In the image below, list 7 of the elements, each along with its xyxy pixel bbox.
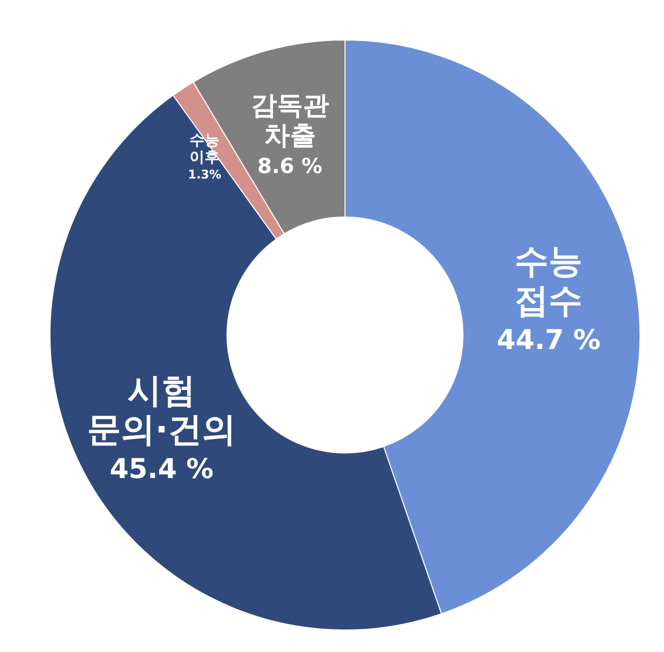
data-label: 44.7 % bbox=[496, 324, 601, 356]
data-label: 1.3% bbox=[188, 168, 222, 182]
slice-label: 수능 접수 bbox=[514, 242, 583, 321]
data-label: 8.6 % bbox=[257, 154, 323, 178]
slice-label: 시험 문의·건의 bbox=[87, 370, 236, 450]
slice-label: 감독관 차출 bbox=[250, 91, 329, 151]
data-label: 45.4 % bbox=[110, 454, 214, 485]
